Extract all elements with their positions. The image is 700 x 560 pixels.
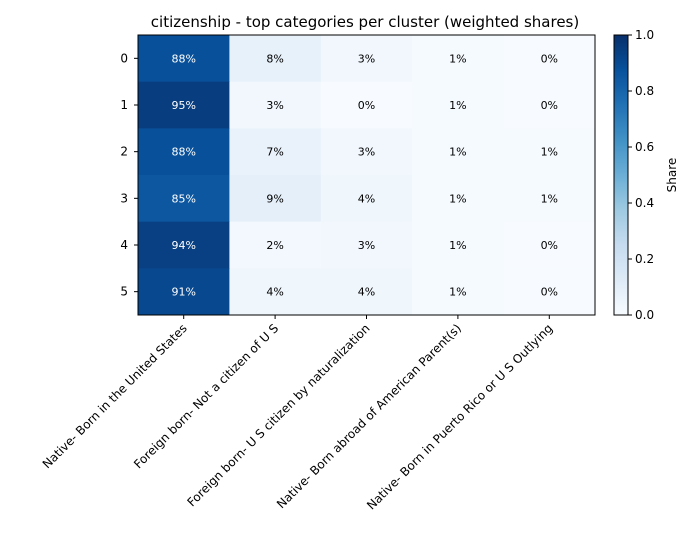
heatmap-cell (503, 81, 596, 129)
cell-value-label: 1% (449, 286, 466, 299)
heatmap-cell (320, 35, 413, 83)
heatmap-cell (320, 128, 413, 176)
cell-value-label: 3% (358, 52, 375, 65)
heatmap-cell (138, 128, 230, 176)
heatmap-cell (229, 35, 322, 83)
y-tick-label: 4 (120, 238, 128, 252)
heatmap-cell (412, 268, 505, 316)
cell-value-label: 95% (171, 99, 195, 112)
cell-value-label: 3% (358, 239, 375, 252)
heatmap-cell (229, 81, 322, 129)
cell-value-label: 4% (358, 286, 375, 299)
colorbar-label: Share (665, 158, 679, 193)
cell-value-label: 0% (541, 239, 558, 252)
cell-value-label: 88% (171, 52, 195, 65)
cell-value-label: 1% (541, 192, 558, 205)
heatmap-cell (412, 128, 505, 176)
heatmap-cell (412, 175, 505, 223)
cell-value-label: 1% (449, 192, 466, 205)
cell-value-label: 4% (358, 192, 375, 205)
cell-value-label: 85% (171, 192, 195, 205)
y-tick-label: 3 (120, 191, 128, 205)
heatmap-cell (503, 35, 596, 83)
cell-value-label: 0% (541, 99, 558, 112)
heatmap-cell (503, 175, 596, 223)
cell-value-label: 0% (358, 99, 375, 112)
cell-value-label: 7% (266, 146, 283, 159)
heatmap-cell (138, 175, 230, 223)
heatmap-cell (503, 128, 596, 176)
plot-frame (137, 34, 596, 316)
colorbar-tick-label: 0.8 (635, 84, 654, 98)
heatmap-cell (412, 35, 505, 83)
cell-value-label: 1% (449, 99, 466, 112)
cell-value-label: 1% (449, 239, 466, 252)
colorbar-axis: 0.0 0.2 0.4 0.6 0.8 1.0 (628, 28, 654, 322)
heatmap-cell (412, 81, 505, 129)
heatmap-cell (412, 221, 505, 269)
colorbar-tick-label: 0.2 (635, 252, 654, 266)
heatmap-cell (229, 128, 322, 176)
heatmap-cell (320, 81, 413, 129)
cell-value-label: 94% (171, 239, 195, 252)
cell-value-label: 9% (266, 192, 283, 205)
y-axis: 0 1 2 3 4 5 (120, 51, 138, 299)
colorbar-tick-label: 0.0 (635, 308, 654, 322)
cell-value-label: 0% (541, 52, 558, 65)
cell-value-label: 88% (171, 146, 195, 159)
heatmap-cell (320, 175, 413, 223)
cell-value-label: 3% (358, 146, 375, 159)
cell-value-label: 1% (449, 52, 466, 65)
x-tick-label: Foreign born- Not a citizen of U S (131, 321, 281, 471)
heatmap-cell (138, 81, 230, 129)
y-tick-label: 1 (120, 98, 128, 112)
cell-value-label: 1% (449, 146, 466, 159)
cell-value-label: 3% (266, 99, 283, 112)
heatmap-cell (229, 268, 322, 316)
cell-value-label: 1% (541, 146, 558, 159)
cell-value-label: 8% (266, 52, 283, 65)
x-tick-label: Native- Born in Puerto Rico or U S Outly… (364, 321, 555, 512)
colorbar (613, 34, 629, 316)
heatmap-cell (320, 221, 413, 269)
heatmap-cell (503, 221, 596, 269)
heatmap-cell (320, 268, 413, 316)
heatmap-cell (138, 35, 230, 83)
cell-value-label: 4% (266, 286, 283, 299)
cell-value-label: 0% (541, 286, 558, 299)
cell-value-label: 2% (266, 239, 283, 252)
colorbar-tick-label: 0.4 (635, 196, 654, 210)
x-tick-label: Foreign born- U S citizen by naturalizat… (184, 321, 372, 509)
y-tick-label: 0 (120, 51, 128, 65)
heatmap-cells: 88% 8% 3% 1% 0% 95% 3% 0% 1% 0% 88% 7% 3% 1% 1% 85% 9% 4%… (138, 35, 596, 316)
x-tick-label: Native- Born in the United States (40, 321, 190, 471)
heatmap-cell (138, 221, 230, 269)
chart-title: citizenship - top categories per cluster… (151, 13, 579, 31)
heatmap-cell (229, 175, 322, 223)
colorbar-tick-label: 1.0 (635, 28, 654, 42)
colorbar-tick-label: 0.6 (635, 140, 654, 154)
cell-value-label: 91% (171, 286, 195, 299)
heatmap-cell (229, 221, 322, 269)
x-tick-label: Native- Born abroad of American Parent(s… (274, 321, 464, 511)
x-axis: Native- Born in the United StatesForeign… (40, 315, 555, 513)
y-tick-label: 5 (120, 285, 128, 299)
heatmap-cell (503, 268, 596, 316)
y-tick-label: 2 (120, 145, 128, 159)
heatmap-cell (138, 268, 230, 316)
